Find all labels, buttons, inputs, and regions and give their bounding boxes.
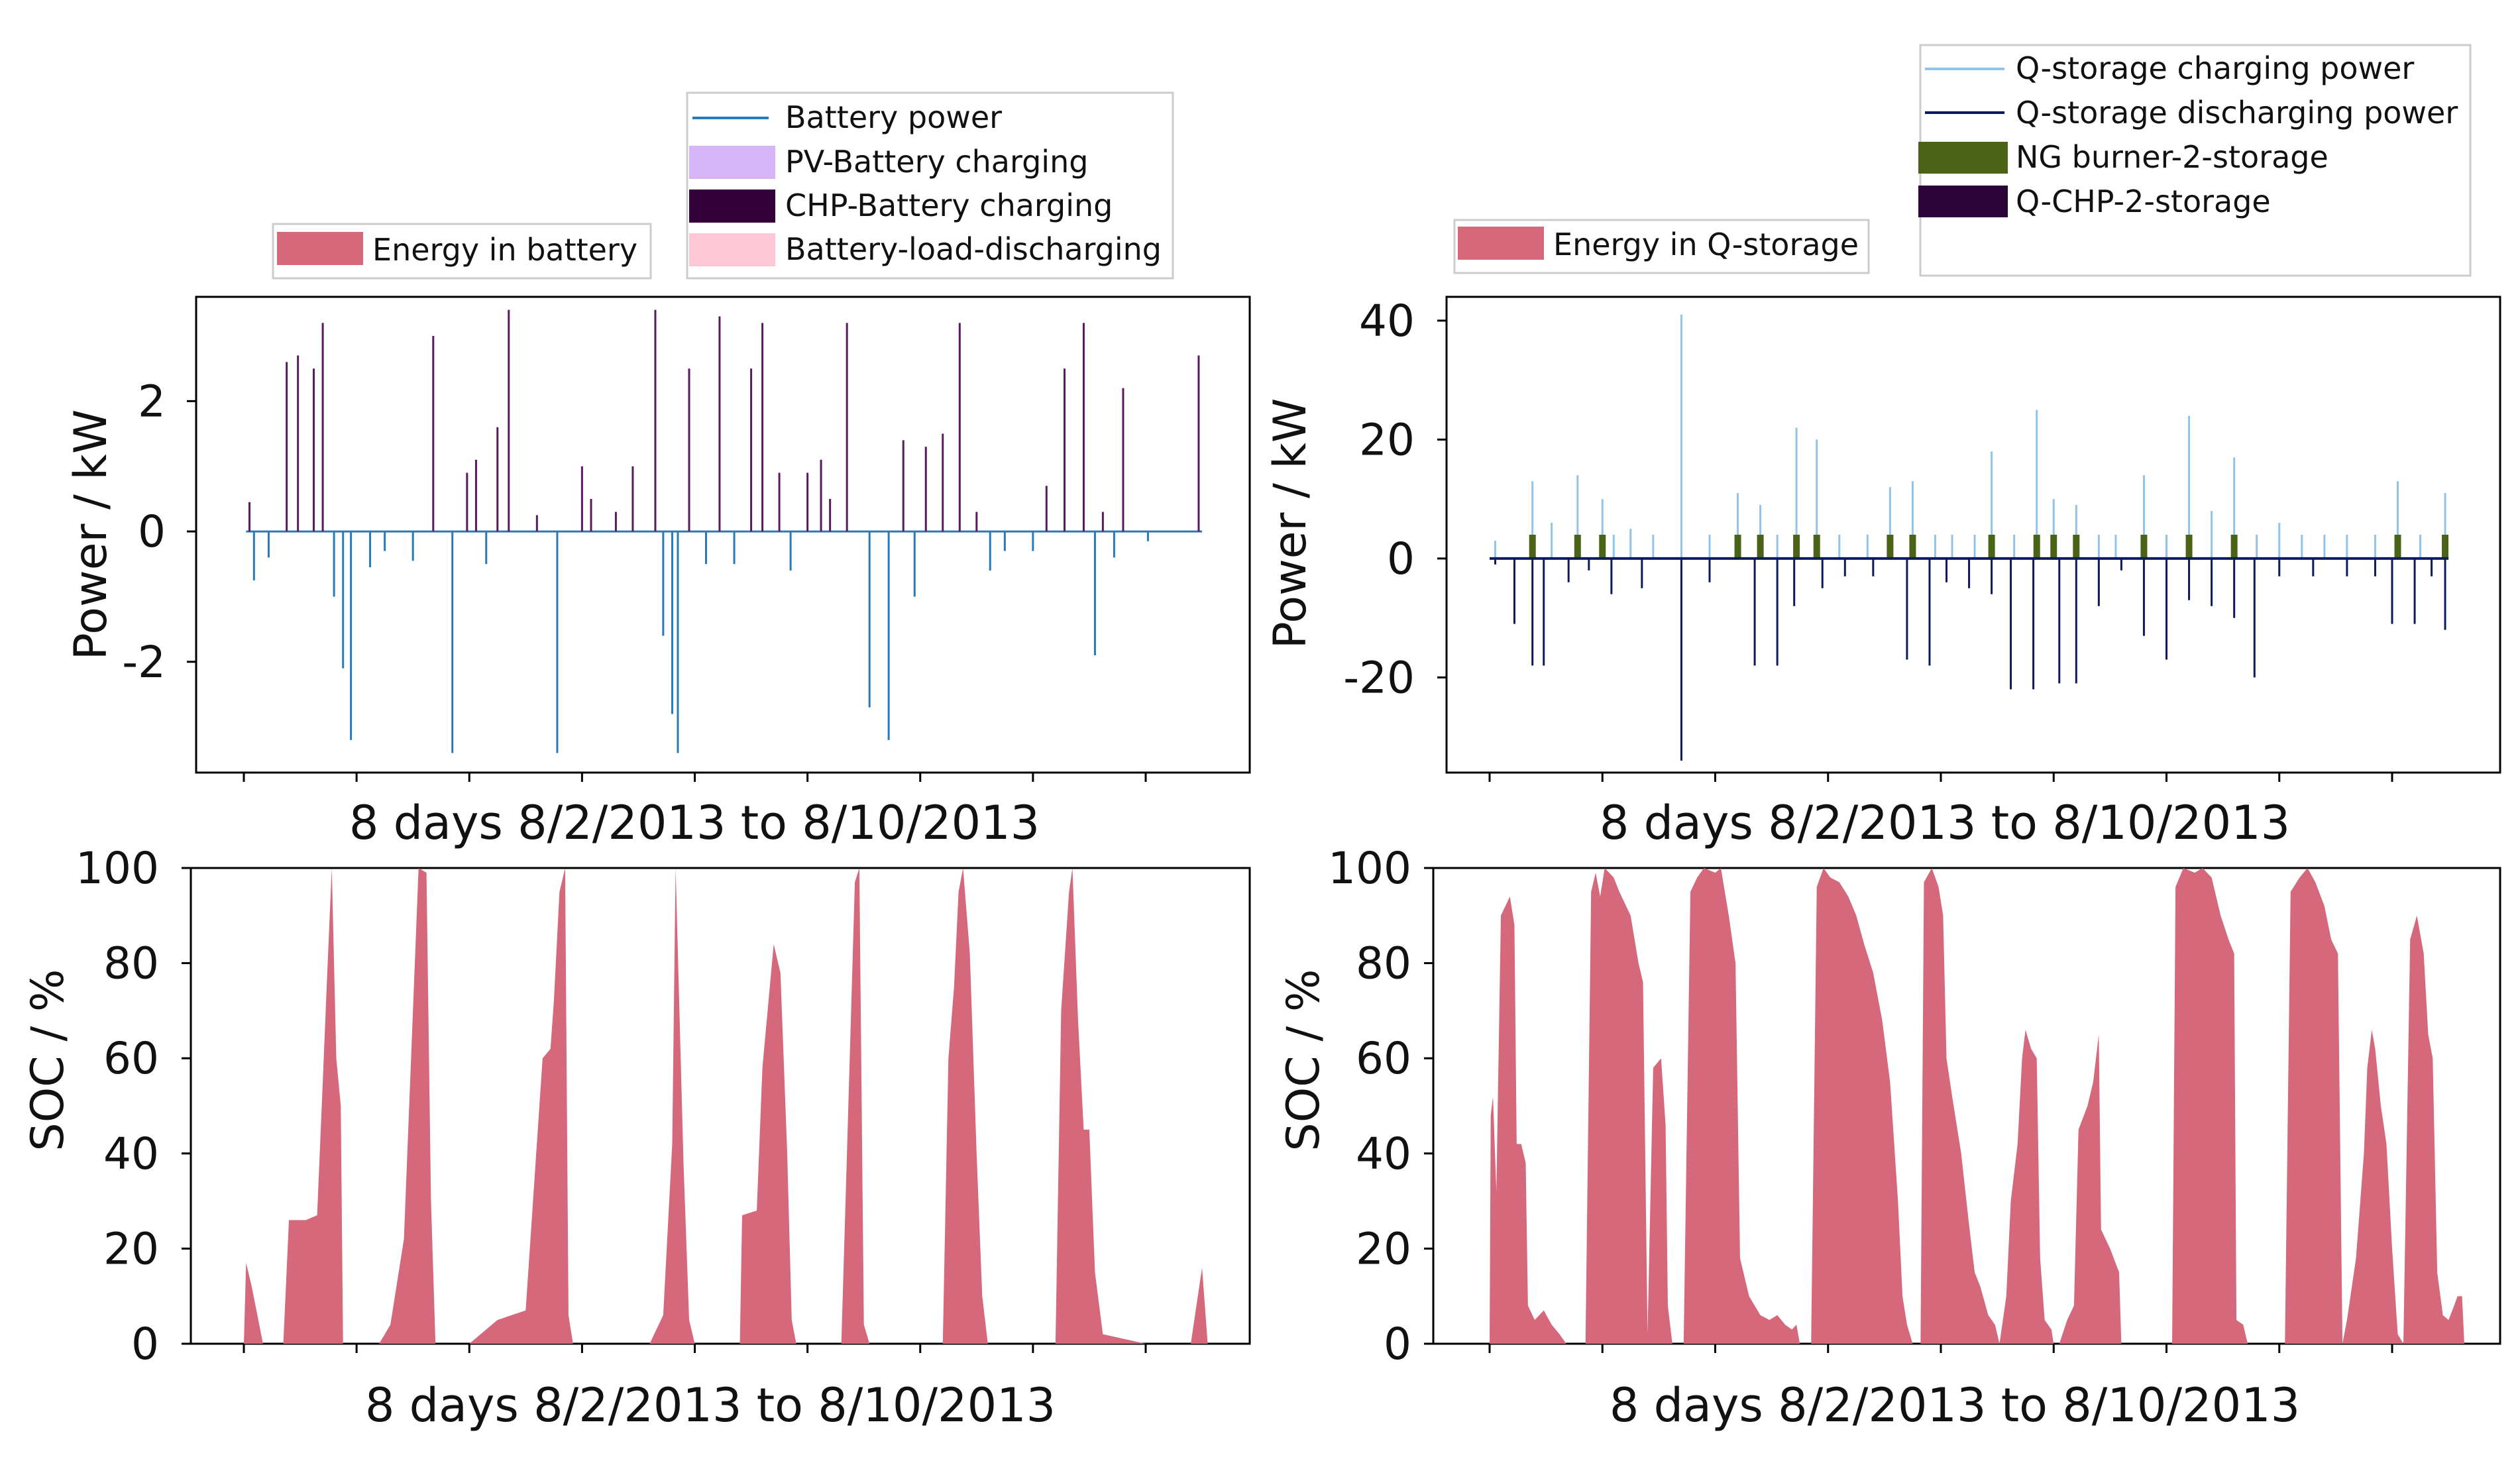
ng-burner-mark [1887,535,1894,559]
ng-burner-mark [2033,535,2040,559]
legend-label-battery-load: Battery-load-discharging [785,231,1162,267]
battery-soc-marks [244,868,1236,1344]
qstorage-soc-axes: 0 20 40 60 80 100 [1328,843,2393,1370]
battery-power-marks [246,309,1203,753]
y-tick-label: 0 [138,506,166,557]
legend-label-qstorage-charging: Q-storage charging power [2016,50,2414,86]
ylabel: SOC / % [22,969,74,1152]
qstorage-soc-marks [1490,868,2483,1344]
legend-label-ng-burner: NG burner-2-storage [2016,139,2328,175]
legend-label-energy-in-battery: Energy in battery [372,232,637,268]
ng-burner-mark [2050,535,2057,559]
ng-burner-mark [1734,535,1741,559]
y-tick-label: 80 [103,938,159,989]
y-tick-label: 60 [103,1033,159,1084]
ng-burner-mark [1988,535,1995,559]
y-tick-label: -2 [122,637,166,688]
y-tick-label: 2 [138,376,166,427]
legend-swatch-energy-in-qstorage [1458,227,1544,260]
y-tick-label: 40 [1356,1128,1411,1179]
ng-burner-mark [1793,535,1800,559]
ng-burner-mark [2073,535,2080,559]
battery-soc-panel: 0 20 40 60 80 100 SOC / % 8 days 8/2/2013 to … [22,843,1251,1433]
legend-swatch-ng-burner [1918,142,2008,174]
energy-in-qstorage-legend: Energy in Q-storage [1453,219,1870,274]
plot-frame [195,296,1251,774]
y-tick-label: 0 [1384,1319,1411,1370]
plot-frame [1445,296,2501,774]
battery-power-panel: Energy in battery Battery power PV-Batte… [65,91,1251,850]
ylabel: Power / kW [1264,398,1317,649]
legend-swatch-battery-load [689,233,775,266]
qstorage-power-legend: Q-storage charging power Q-storage disch… [1918,44,2472,277]
legend-label-battery-power: Battery power [785,99,1002,135]
xlabel: 8 days 8/2/2013 to 8/10/2013 [365,1378,1056,1433]
legend-swatch-chp-battery [689,190,775,223]
xlabel: 8 days 8/2/2013 to 8/10/2013 [1600,796,2290,850]
legend-label-q-chp: Q-CHP-2-storage [2016,184,2271,219]
battery-soc-axes: 0 20 40 60 80 100 [76,843,1147,1370]
y-tick-label: 60 [1356,1033,1411,1084]
qstorage-power-axes: -20 0 20 40 [1343,296,2393,782]
y-tick-label: 100 [1328,843,1411,894]
y-tick-label: 20 [1356,1223,1411,1274]
qstorage-soc-panel: 0 20 40 60 80 100 SOC / % 8 days 8/2/2013 to … [1278,843,2501,1433]
y-tick-label: 0 [131,1319,159,1370]
xlabel: 8 days 8/2/2013 to 8/10/2013 [349,796,1040,850]
ng-burner-mark [1574,535,1581,559]
qstorage-power-panel: Energy in Q-storage Q-storage charging p… [1264,44,2501,850]
legend-swatch-q-chp [1918,186,2008,217]
legend-frame [1919,44,2472,277]
ng-burner-mark [2230,535,2238,559]
y-tick-label: 20 [1359,414,1415,465]
battery-power-legend: Battery power PV-Battery charging CHP-Ba… [686,91,1174,280]
soc-area [244,868,1236,1344]
y-tick-label: 80 [1356,938,1411,989]
legend-label-pv-battery: PV-Battery charging [785,144,1088,180]
ylabel: Power / kW [65,409,117,660]
legend-label-energy-in-qstorage: Energy in Q-storage [1553,227,1859,262]
plot-frame [190,867,1251,1345]
ng-burner-mark [1529,535,1536,559]
legend-swatch-energy-in-battery [277,232,363,265]
y-tick-label: 100 [76,843,159,894]
y-tick-label: 40 [1359,296,1415,347]
soc-area [1490,868,2483,1344]
legend-label-chp-battery: CHP-Battery charging [785,188,1113,223]
ng-burner-mark [1757,535,1764,559]
ng-burner-mark [2442,535,2449,559]
ylabel: SOC / % [1278,969,1330,1152]
ng-burner-mark [2394,535,2401,559]
legend-label-qstorage-discharging: Q-storage discharging power [2016,95,2458,131]
ng-burner-mark [2140,535,2148,559]
energy-in-battery-legend: Energy in battery [272,223,652,280]
qstorage-power-marks [1490,314,2449,761]
ng-burner-mark [1909,535,1916,559]
xlabel: 8 days 8/2/2013 to 8/10/2013 [1610,1378,2300,1433]
y-tick-label: 0 [1387,533,1415,584]
y-tick-label: 40 [103,1128,159,1179]
ng-burner-mark [1813,535,1820,559]
ng-burner-mark [1599,535,1606,559]
ng-burner-mark [2185,535,2193,559]
y-tick-label: -20 [1343,652,1415,703]
y-tick-label: 20 [103,1223,159,1274]
battery-power-axes: -2 0 2 [122,376,1147,782]
legend-swatch-pv-battery [689,146,775,179]
